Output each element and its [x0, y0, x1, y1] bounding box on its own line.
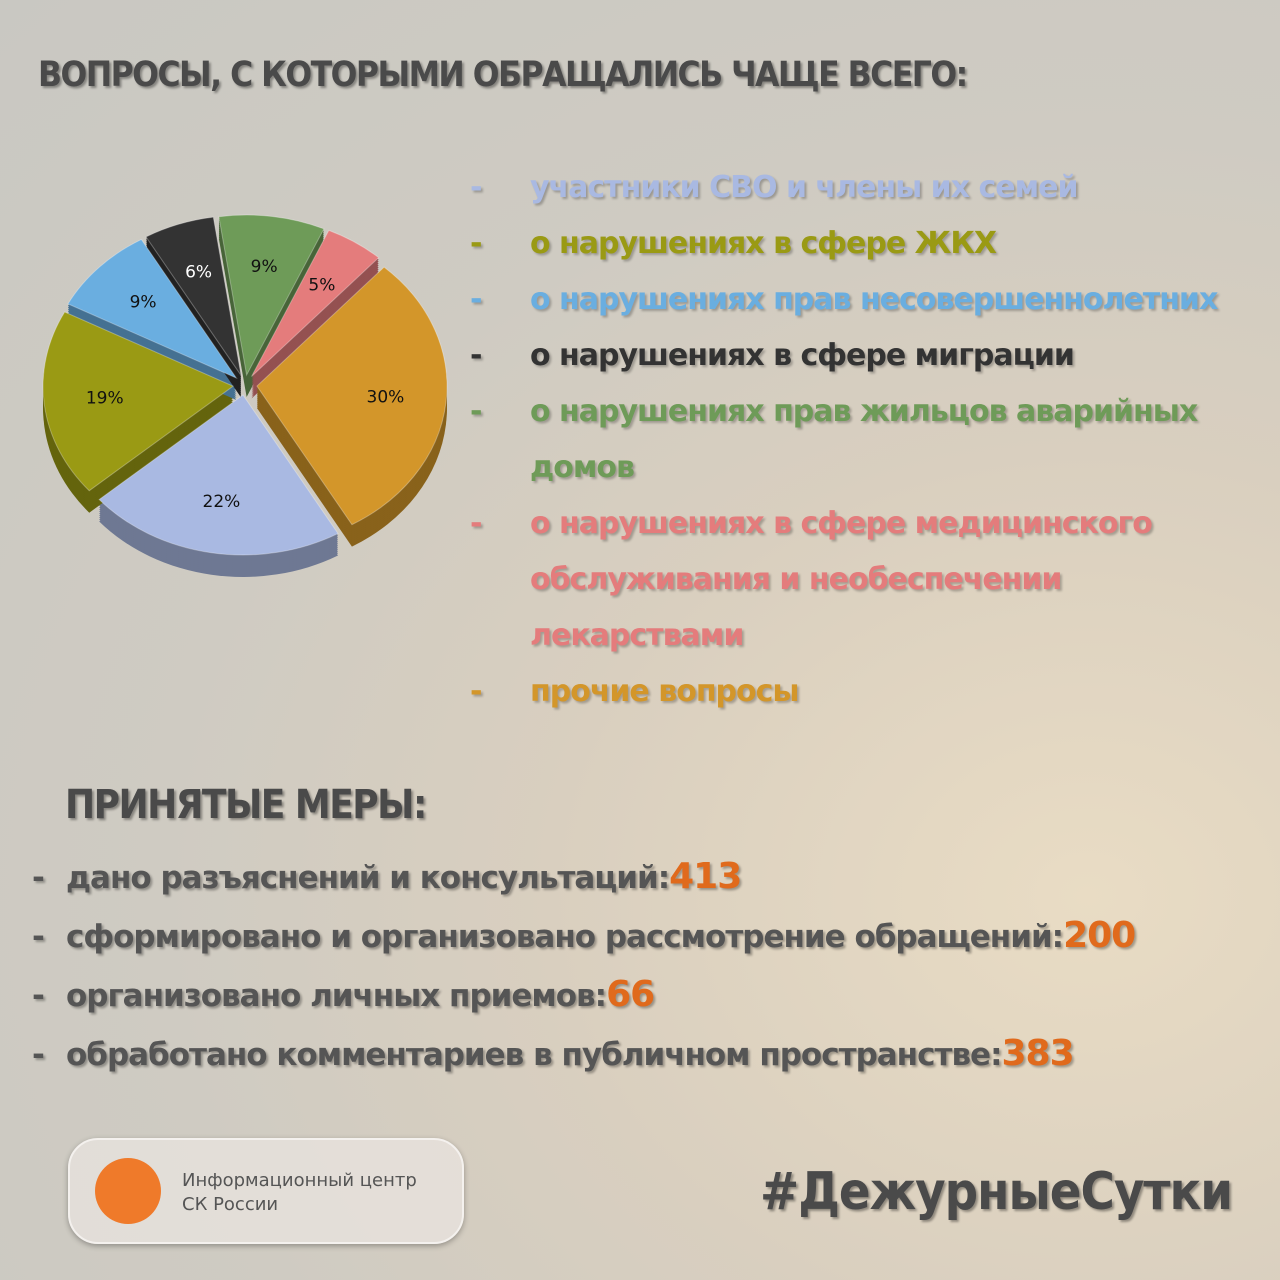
slice-label: 9%: [130, 293, 157, 313]
legend-label: о нарушениях в сфере медицинского обслуж…: [530, 506, 1153, 653]
slice: [98, 394, 339, 556]
measure-value: 66: [606, 974, 655, 1015]
legend-marker: -: [470, 170, 482, 205]
legend-item: - о нарушениях в сфере медицинского обслу…: [470, 496, 1260, 664]
org-name: СК России: [182, 1194, 279, 1215]
measures-list: - дано разъяснений и консультаций:413- сфо…: [32, 848, 1136, 1084]
measure-marker: -: [32, 860, 45, 896]
legend-marker: -: [470, 226, 482, 261]
legend-label: о нарушениях прав жильцов аварийных домо…: [530, 394, 1198, 485]
chart-title: ВОПРОСЫ, С КОТОРЫМИ ОБРАЩАЛИСЬ ЧАЩЕ ВСЕГ…: [38, 55, 968, 95]
legend-marker: -: [470, 674, 482, 709]
slice: [67, 238, 238, 380]
slice-label: 22%: [203, 492, 241, 512]
measure-item: - обработано комментариев в публичном про…: [32, 1025, 1135, 1084]
legend-label: о нарушениях в сфере ЖКХ: [530, 226, 997, 261]
slice-label: 19%: [86, 389, 124, 409]
slice: [218, 214, 325, 377]
measure-label: сформировано и организовано рассмотрение…: [66, 919, 1064, 955]
slice: [251, 229, 380, 377]
legend-item: - о нарушениях прав жильцов аварийных дом…: [470, 384, 1260, 496]
slice-label: 5%: [308, 275, 335, 295]
measure-value: 413: [669, 856, 742, 897]
legend-marker: -: [470, 338, 482, 373]
measure-marker: -: [32, 1037, 45, 1073]
legend-marker: -: [470, 282, 482, 317]
measure-item: - сформировано и организовано рассмотрени…: [32, 907, 1136, 966]
legend-marker: -: [470, 506, 482, 541]
logo-badge: Информационный центр СК России: [68, 1138, 464, 1244]
slice-label: 6%: [185, 263, 212, 283]
legend-marker: -: [470, 394, 482, 429]
slice-label: 30%: [367, 387, 405, 407]
measure-item: - организовано личных приемов:66: [32, 966, 1135, 1025]
slice: [42, 311, 235, 492]
measures-title: ПРИНЯТЫЕ МЕРЫ:: [65, 782, 427, 828]
legend-label: прочие вопросы: [530, 674, 800, 709]
measure-label: дано разъяснений и консультаций:: [66, 860, 670, 896]
legend-item: - о нарушениях прав несовершеннолетних: [470, 272, 1260, 328]
measure-item: - дано разъяснений и консультаций:413: [32, 848, 1135, 907]
measure-marker: -: [32, 978, 45, 1014]
slice-label: 9%: [251, 257, 278, 277]
legend-item: - о нарушениях в сфере ЖКХ: [470, 216, 1260, 272]
measure-value: 200: [1063, 915, 1136, 956]
slice: [145, 216, 242, 376]
emblem: [95, 1158, 161, 1224]
legend: - участники СВО и члены их семей - о наруше…: [470, 160, 1260, 720]
legend-item: - прочие вопросы: [470, 664, 1260, 720]
measure-value: 383: [1001, 1033, 1074, 1074]
hashtag: #ДежурныеСутки: [759, 1162, 1233, 1222]
measure-marker: -: [32, 919, 45, 955]
slice: [256, 266, 448, 526]
legend-label: о нарушениях прав несовершеннолетних: [530, 282, 1218, 317]
legend-item: - участники СВО и члены их семей: [470, 160, 1260, 216]
legend-label: о нарушениях в сфере миграции: [530, 338, 1075, 373]
measure-label: организовано личных приемов:: [66, 978, 607, 1014]
org-name: Информационный центр: [182, 1170, 417, 1191]
measure-label: обработано комментариев в публичном прос…: [66, 1037, 1002, 1073]
pie-chart: 22% 19% 9% 6% 9% 5% 30%: [42, 214, 448, 577]
legend-label: участники СВО и члены их семей: [530, 170, 1079, 205]
legend-item: - о нарушениях в сфере миграции: [470, 328, 1260, 384]
